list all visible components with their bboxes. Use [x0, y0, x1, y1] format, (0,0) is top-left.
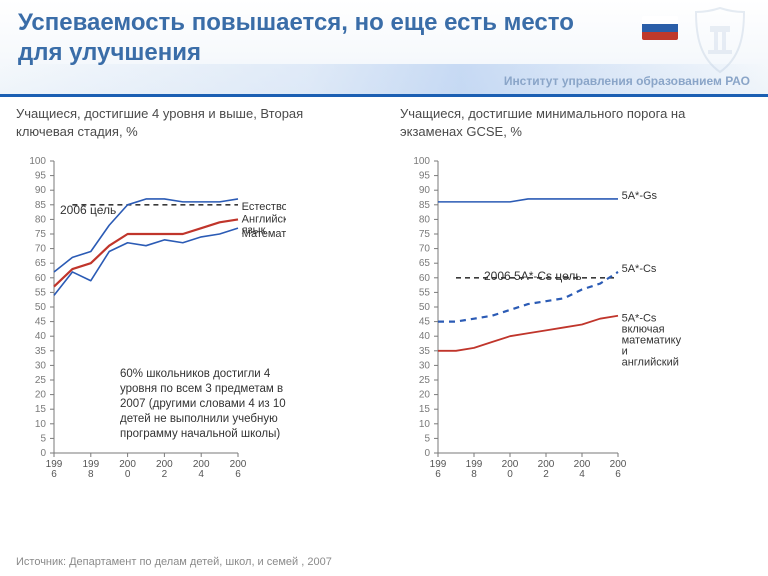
svg-text:0: 0: [125, 469, 131, 480]
slide-header: Успеваемость повышается, но еще есть мес…: [0, 0, 768, 97]
svg-text:15: 15: [419, 404, 431, 415]
svg-text:55: 55: [419, 287, 431, 298]
svg-text:75: 75: [35, 229, 47, 240]
svg-text:40: 40: [419, 331, 431, 342]
right-subtitle: Учащиеся, достигшие минимального порога …: [400, 105, 720, 140]
svg-text:15: 15: [35, 404, 47, 415]
svg-text:75: 75: [419, 229, 431, 240]
svg-text:85: 85: [419, 200, 431, 211]
svg-text:50: 50: [35, 302, 47, 313]
svg-text:4: 4: [579, 469, 585, 480]
left-note: 60% школьников достигли 4 уровня по всем…: [120, 367, 290, 442]
svg-text:90: 90: [419, 185, 431, 196]
flag-icon: [642, 16, 678, 40]
svg-text:5: 5: [424, 433, 430, 444]
left-panel: Учащиеся, достигшие 4 уровня и выше, Вто…: [0, 97, 384, 549]
svg-text:математику: математику: [622, 335, 682, 347]
svg-text:20: 20: [419, 390, 431, 401]
svg-text:5A*-Gs: 5A*-Gs: [622, 190, 658, 202]
svg-text:Естествознание: Естествознание: [242, 201, 286, 213]
svg-text:40: 40: [35, 331, 47, 342]
svg-text:80: 80: [35, 214, 47, 225]
institute-label: Институт управления образованием РАО: [504, 74, 750, 88]
svg-text:55: 55: [35, 287, 47, 298]
svg-text:0: 0: [507, 469, 513, 480]
svg-text:95: 95: [35, 171, 47, 182]
svg-text:60: 60: [35, 273, 47, 284]
svg-text:65: 65: [35, 258, 47, 269]
svg-text:английский: английский: [622, 357, 679, 369]
svg-text:30: 30: [35, 360, 47, 371]
content-area: Учащиеся, достигшие 4 уровня и выше, Вто…: [0, 97, 768, 549]
svg-text:Математика: Математика: [242, 228, 286, 240]
left-subtitle: Учащиеся, достигшие 4 уровня и выше, Вто…: [16, 105, 336, 140]
svg-text:45: 45: [419, 317, 431, 328]
svg-text:10: 10: [419, 419, 431, 430]
svg-text:35: 35: [419, 346, 431, 357]
svg-text:35: 35: [35, 346, 47, 357]
emblem-icon: [690, 6, 750, 74]
source-label: Источник: Департамент по делам детей, шк…: [16, 556, 332, 570]
left-target-label: 2006 цель: [60, 203, 116, 219]
svg-text:30: 30: [419, 360, 431, 371]
svg-text:2: 2: [162, 469, 168, 480]
svg-text:50: 50: [419, 302, 431, 313]
svg-text:4: 4: [198, 469, 204, 480]
svg-text:100: 100: [413, 157, 430, 167]
svg-text:0: 0: [424, 448, 430, 459]
svg-text:85: 85: [35, 200, 47, 211]
svg-text:6: 6: [435, 469, 441, 480]
svg-text:6: 6: [615, 469, 621, 480]
right-target-label: 2006 5A*-Cs цель: [484, 269, 582, 285]
svg-text:8: 8: [471, 469, 477, 480]
svg-text:2: 2: [543, 469, 549, 480]
svg-text:25: 25: [35, 375, 47, 386]
right-chart: 0510152025303540455055606570758085909510…: [400, 157, 690, 487]
svg-text:60: 60: [419, 273, 431, 284]
svg-text:6: 6: [51, 469, 57, 480]
svg-text:20: 20: [35, 390, 47, 401]
svg-text:5A*-Cs: 5A*-Cs: [622, 263, 657, 275]
svg-text:65: 65: [419, 258, 431, 269]
svg-text:70: 70: [35, 244, 47, 255]
svg-text:90: 90: [35, 185, 47, 196]
slide-title: Успеваемость повышается, но еще есть мес…: [18, 8, 578, 68]
svg-text:45: 45: [35, 317, 47, 328]
svg-text:100: 100: [29, 157, 46, 167]
svg-text:0: 0: [40, 448, 46, 459]
svg-text:6: 6: [235, 469, 241, 480]
svg-text:70: 70: [419, 244, 431, 255]
right-panel: Учащиеся, достигшие минимального порога …: [384, 97, 768, 549]
svg-text:10: 10: [35, 419, 47, 430]
svg-text:80: 80: [419, 214, 431, 225]
svg-text:95: 95: [419, 171, 431, 182]
svg-text:25: 25: [419, 375, 431, 386]
svg-text:5: 5: [40, 433, 46, 444]
svg-text:8: 8: [88, 469, 94, 480]
